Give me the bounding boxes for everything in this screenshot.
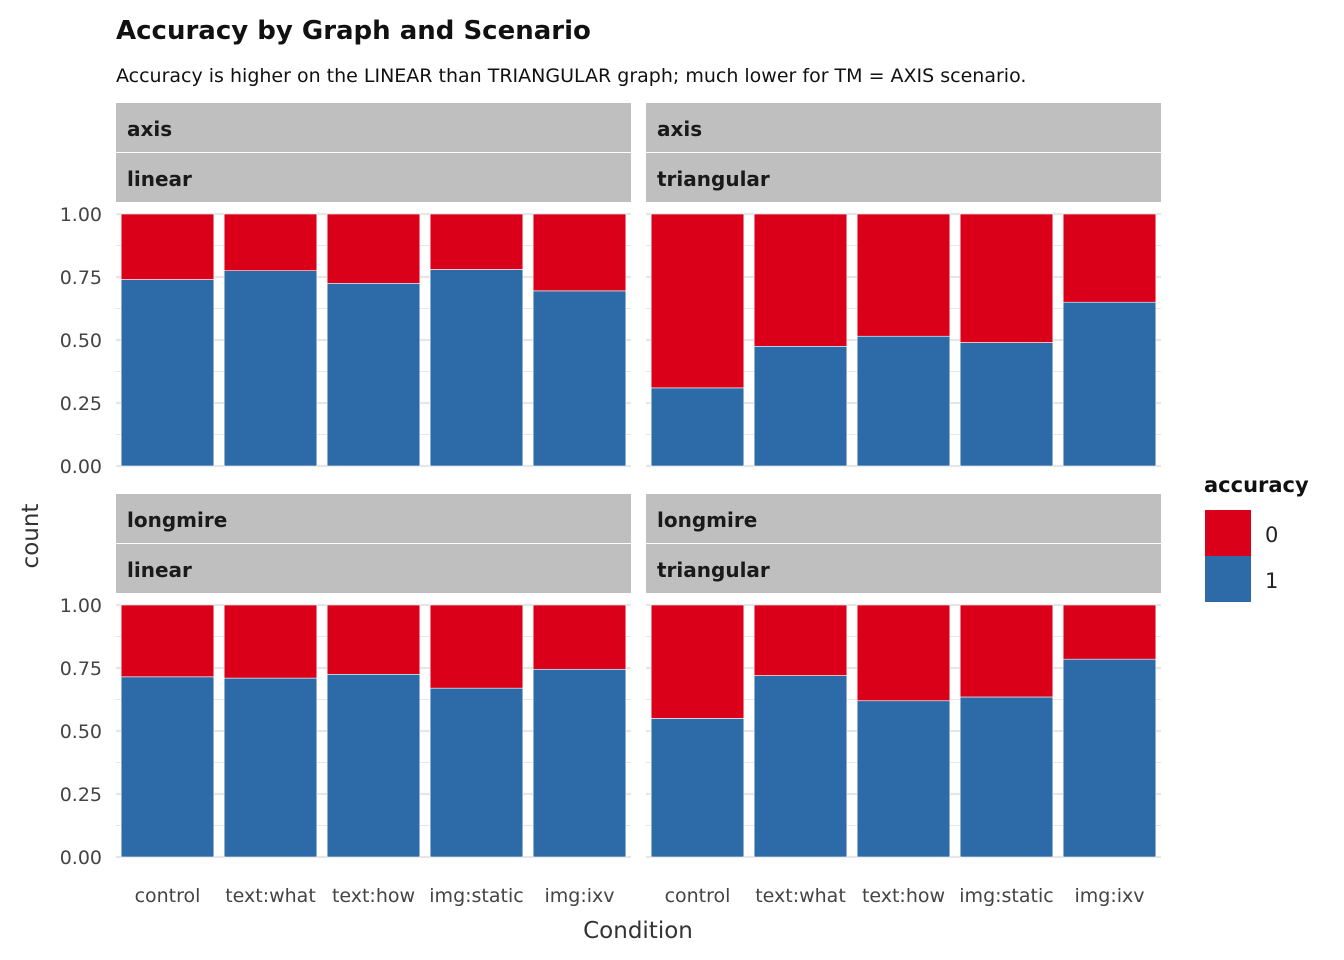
facet-strip-label: axis (127, 117, 172, 141)
facet-panels: axis linear 0.00 0.25 0.50 0.75 1.00 axis triang… (60, 103, 1161, 907)
y-tick-label: 0.25 (60, 784, 102, 806)
bar-segment-accuracy-0 (326, 604, 421, 675)
bar-segment-accuracy-0 (856, 213, 951, 337)
facet-strip-label: triangular (657, 167, 770, 191)
bar-segment-accuracy-1 (856, 335, 951, 467)
facet-strip-label: triangular (657, 558, 770, 582)
y-tick-label: 0.50 (60, 721, 102, 743)
bar-segment-accuracy-0 (120, 213, 215, 280)
x-tick-label: img:ixv (1074, 885, 1144, 907)
bar-segment-accuracy-0 (429, 213, 524, 270)
x-tick-label: img:static (429, 885, 523, 907)
bar-segment-accuracy-1 (326, 282, 421, 467)
bar-segment-accuracy-1 (223, 677, 318, 858)
bar-segment-accuracy-0 (959, 604, 1054, 698)
bar-segment-accuracy-0 (959, 213, 1054, 343)
bar-segment-accuracy-1 (120, 676, 215, 858)
bar-segment-accuracy-0 (1062, 604, 1157, 660)
x-tick-label: text:how (862, 885, 945, 907)
legend-label: 0 (1265, 523, 1278, 547)
facet-strip-label: longmire (657, 508, 757, 532)
y-tick-label: 1.00 (60, 204, 102, 226)
bar-segment-accuracy-1 (753, 675, 848, 858)
facet-panel: axis linear 0.00 0.25 0.50 0.75 1.00 (60, 103, 631, 478)
bar-segment-accuracy-0 (753, 213, 848, 347)
bar-segment-accuracy-0 (650, 213, 745, 389)
bar-segment-accuracy-0 (532, 213, 627, 292)
bar-segment-accuracy-1 (959, 696, 1054, 858)
y-tick-label: 0.00 (60, 456, 102, 478)
x-tick-label: text:what (755, 885, 846, 907)
bar-segment-accuracy-1 (856, 700, 951, 858)
legend-key-1 (1205, 556, 1251, 602)
y-tick-label: 0.00 (60, 847, 102, 869)
bar-segment-accuracy-1 (650, 387, 745, 467)
facet-strip (646, 544, 1161, 593)
x-tick-label: control (135, 885, 201, 907)
bar-segment-accuracy-0 (1062, 213, 1157, 303)
chart-subtitle: Accuracy is higher on the LINEAR than TR… (116, 65, 1026, 87)
facet-strip (116, 103, 631, 152)
x-tick-label: img:ixv (544, 885, 614, 907)
facet-strip (646, 153, 1161, 202)
y-tick-label: 1.00 (60, 595, 102, 617)
bar-segment-accuracy-0 (753, 604, 848, 676)
bar-segment-accuracy-0 (856, 604, 951, 702)
legend: accuracy 0 1 (1204, 473, 1309, 602)
facet-strip (646, 103, 1161, 152)
bar-segment-accuracy-1 (1062, 658, 1157, 858)
x-tick-label: img:static (959, 885, 1053, 907)
y-axis-title: count (18, 504, 44, 569)
y-tick-label: 0.25 (60, 393, 102, 415)
x-tick-label: control (665, 885, 731, 907)
bar-segment-accuracy-1 (1062, 301, 1157, 467)
y-tick-label: 0.75 (60, 267, 102, 289)
bar-segment-accuracy-1 (532, 290, 627, 467)
y-tick-label: 0.75 (60, 658, 102, 680)
chart-title: Accuracy by Graph and Scenario (116, 16, 591, 46)
bar-segment-accuracy-1 (223, 270, 318, 467)
facet-strip-label: linear (127, 167, 192, 191)
x-tick-label: text:what (225, 885, 316, 907)
bar-segment-accuracy-0 (326, 213, 421, 284)
bar-segment-accuracy-1 (120, 279, 215, 467)
bar-segment-accuracy-0 (650, 604, 745, 719)
facet-strip (116, 153, 631, 202)
x-axis-title: Condition (583, 918, 693, 944)
bar-segment-accuracy-0 (223, 213, 318, 272)
facet-strip-label: longmire (127, 508, 227, 532)
bar-segment-accuracy-1 (650, 718, 745, 858)
legend-label: 1 (1265, 569, 1278, 593)
bar-segment-accuracy-0 (429, 604, 524, 689)
bar-segment-accuracy-1 (326, 673, 421, 858)
facet-panel: longmire triangular control text:what text:h… (646, 494, 1161, 907)
facet-strip (646, 494, 1161, 543)
bar-segment-accuracy-1 (429, 687, 524, 858)
bar-segment-accuracy-1 (532, 668, 627, 858)
legend-title: accuracy (1204, 473, 1309, 497)
facet-strip-label: axis (657, 117, 702, 141)
facet-strip (116, 494, 631, 543)
bar-segment-accuracy-1 (959, 342, 1054, 467)
bar-segment-accuracy-0 (223, 604, 318, 679)
y-tick-label: 0.50 (60, 330, 102, 352)
facet-strip (116, 544, 631, 593)
bar-segment-accuracy-1 (753, 345, 848, 467)
x-tick-label: text:how (332, 885, 415, 907)
bar-segment-accuracy-1 (429, 269, 524, 467)
facet-strip-label: linear (127, 558, 192, 582)
bar-segment-accuracy-0 (120, 604, 215, 678)
legend-key-0 (1205, 510, 1251, 556)
facet-panel: axis triangular (646, 103, 1161, 468)
bar-segment-accuracy-0 (532, 604, 627, 670)
facet-panel: longmire linear 0.00 0.25 0.50 0.75 1.00 contro… (60, 494, 631, 907)
